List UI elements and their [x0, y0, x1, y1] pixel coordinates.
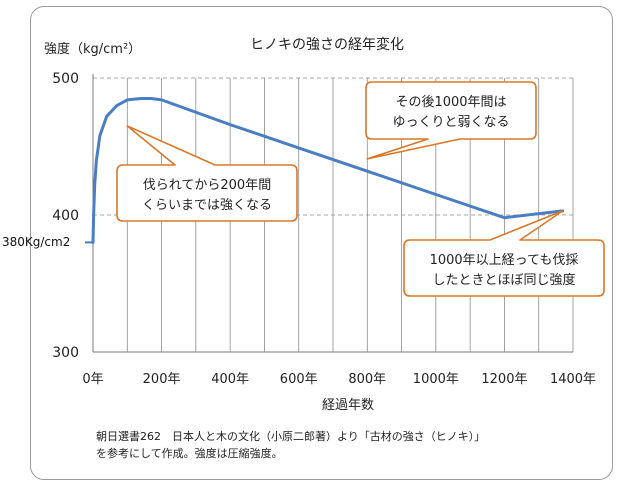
callout-box [403, 210, 605, 297]
x-tick-label: 200年 [143, 372, 181, 387]
y-tick-label: 400 [52, 208, 79, 224]
source-note-line-2: を参考にして作成。強度は圧縮強度。 [96, 447, 283, 460]
x-tick-label: 1400年 [550, 372, 596, 387]
chart-title: ヒノキの強さの経年変化 [250, 37, 404, 53]
y-axis-label: 強度（kg/cm²） [44, 42, 142, 57]
callout-text: 1000年以上経っても伐採 [430, 253, 579, 268]
callout-text: したときとほぼ同じ強度 [432, 272, 575, 288]
callout-text: 伐られてから200年間 [143, 178, 271, 193]
series-line [91, 97, 565, 244]
callout-box [116, 125, 298, 222]
callout-text: ゆっくりと弱くなる [392, 115, 509, 130]
x-tick-label: 1000年 [413, 372, 459, 387]
y-tick-label: 500 [52, 71, 79, 87]
callout-box [365, 81, 537, 160]
x-tick-label: 1200年 [481, 372, 527, 387]
source-note-line-1: 朝日選書262 日本人と木の文化（小原二郎著）より「古材の強さ（ヒノキ）」 [96, 430, 486, 443]
y-tick-label: 300 [52, 345, 79, 361]
initial-strength-label: 380Kg/cm2 [2, 235, 71, 249]
x-tick-label: 800年 [348, 372, 386, 387]
source-note: 朝日選書262 日本人と木の文化（小原二郎著）より「古材の強さ（ヒノキ）」 を参… [96, 428, 596, 462]
callout-text: くらいまでは強くなる [142, 198, 272, 213]
x-tick-label: 0年 [82, 372, 103, 387]
x-tick-label: 400年 [211, 372, 249, 387]
callout-text: その後1000年間は [395, 95, 506, 110]
x-axis-label: 経過年数 [322, 398, 375, 413]
x-tick-label: 600年 [280, 372, 318, 387]
